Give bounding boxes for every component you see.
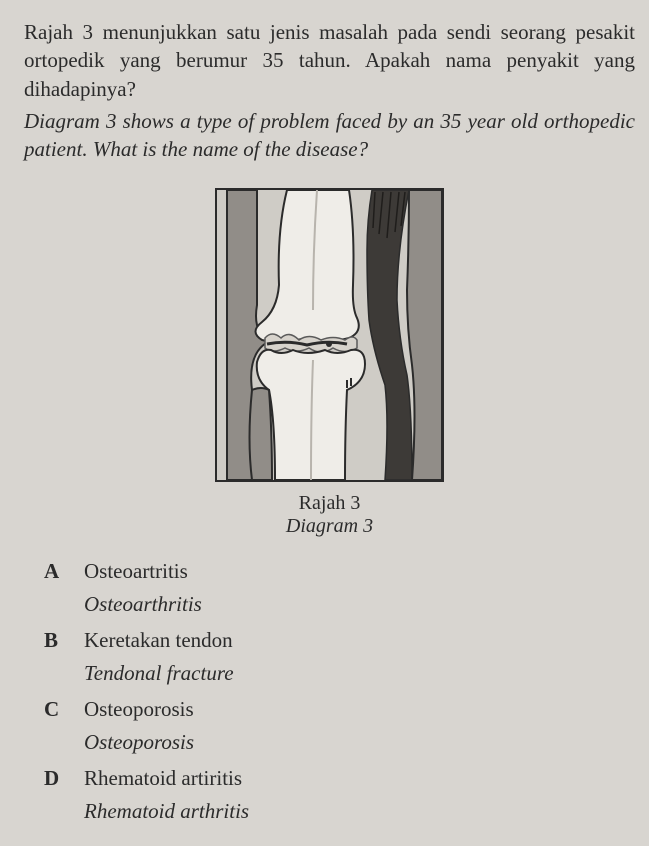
option-c[interactable]: C Osteoporosis <box>44 694 635 726</box>
knee-joint-diagram <box>215 188 444 482</box>
option-label: A <box>44 556 84 588</box>
option-d[interactable]: D Rhematoid artiritis <box>44 763 635 795</box>
option-text-en: Rhematoid arthritis <box>84 796 635 828</box>
page-container: Rajah 3 menunjukkan satu jenis masalah p… <box>0 0 649 846</box>
option-text-ms: Osteoartritis <box>84 556 635 588</box>
figure-container: Rajah 3 Diagram 3 <box>24 188 635 538</box>
question-text-ms: Rajah 3 menunjukkan satu jenis masalah p… <box>24 18 635 103</box>
option-text-en: Osteoporosis <box>84 727 635 759</box>
figure-caption-en: Diagram 3 <box>24 515 635 538</box>
option-b[interactable]: B Keretakan tendon <box>44 625 635 657</box>
figure-caption-ms: Rajah 3 <box>24 492 635 515</box>
option-label: B <box>44 625 84 657</box>
question-text-en: Diagram 3 shows a type of problem faced … <box>24 107 635 164</box>
option-text-en: Osteoarthritis <box>84 589 635 621</box>
option-label: D <box>44 763 84 795</box>
option-label: C <box>44 694 84 726</box>
option-a[interactable]: A Osteoartritis <box>44 556 635 588</box>
options-list: A Osteoartritis Osteoarthritis B Keretak… <box>24 556 635 828</box>
option-text-ms: Osteoporosis <box>84 694 635 726</box>
option-text-ms: Rhematoid artiritis <box>84 763 635 795</box>
option-text-ms: Keretakan tendon <box>84 625 635 657</box>
option-text-en: Tendonal fracture <box>84 658 635 690</box>
